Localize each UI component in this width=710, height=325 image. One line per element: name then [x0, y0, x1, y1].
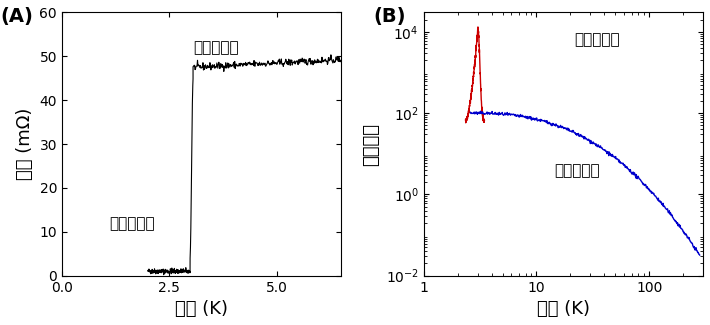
- X-axis label: 温度 (K): 温度 (K): [537, 300, 590, 318]
- Text: (B): (B): [373, 7, 406, 26]
- Text: (A): (A): [1, 7, 33, 26]
- Text: 超伝導状態: 超伝導状態: [574, 32, 620, 47]
- X-axis label: 温度 (K): 温度 (K): [175, 300, 228, 318]
- Y-axis label: 抵抗 (mΩ): 抵抗 (mΩ): [16, 108, 34, 180]
- Text: 常伝導状態: 常伝導状態: [193, 40, 239, 55]
- Y-axis label: 整流効果: 整流効果: [362, 123, 380, 165]
- Text: 超伝導状態: 超伝導状態: [109, 216, 155, 231]
- Text: 常伝導状態: 常伝導状態: [555, 163, 600, 179]
